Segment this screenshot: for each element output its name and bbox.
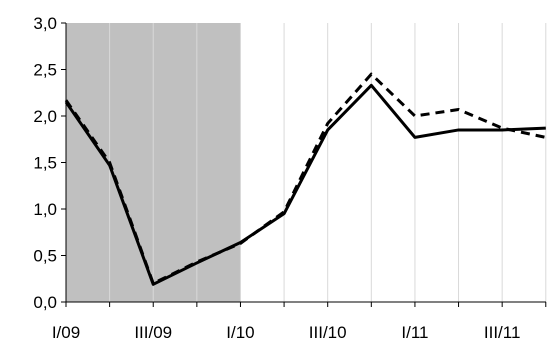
y-tick-label: 2,0: [33, 107, 57, 126]
y-tick-label: 0,0: [33, 293, 57, 312]
y-tick-labels: 0,0 0,5 1,0 1,5 2,0 2,5 3,0: [33, 14, 57, 312]
x-tick-label: I/09: [52, 323, 80, 342]
x-tick-label: III/11: [484, 323, 521, 342]
series-layer: [64, 72, 547, 286]
x-tick-label: I/10: [226, 323, 254, 342]
axes: [61, 22, 547, 307]
vertical-gridlines: [109, 23, 547, 302]
x-tick-label: I/11: [401, 323, 428, 342]
series-line-dashed: [64, 72, 547, 285]
x-tick-labels: I/09 III/09 I/10 III/10 I/11 III/11: [52, 323, 521, 342]
y-tick-label: 2,5: [33, 61, 57, 80]
y-tick-label: 1,0: [33, 200, 57, 219]
y-tick-label: 0,5: [33, 247, 57, 266]
y-tick-label: 1,5: [33, 154, 57, 173]
y-tick-label: 3,0: [33, 14, 57, 33]
x-tick-label: III/10: [309, 323, 347, 342]
x-tick-label: III/09: [134, 323, 172, 342]
